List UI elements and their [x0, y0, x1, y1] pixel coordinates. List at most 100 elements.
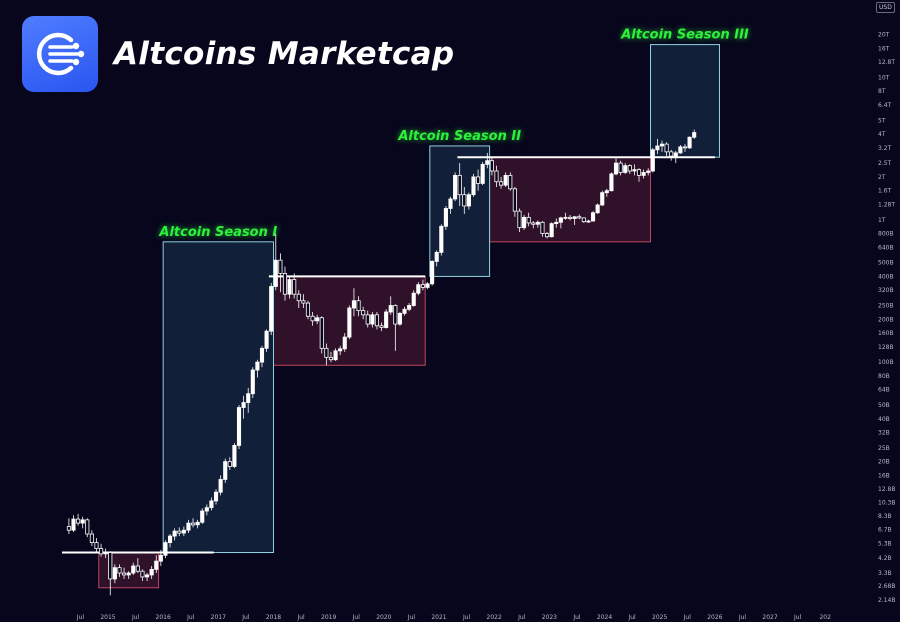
y-tick-label: 2.5T — [878, 160, 892, 167]
candle — [549, 222, 554, 238]
candle — [462, 186, 467, 214]
candle — [659, 140, 665, 152]
x-tick-label: Jul — [627, 614, 636, 621]
x-tick-label: Jul — [76, 614, 85, 621]
y-tick-label: 32B — [878, 430, 890, 437]
candle — [531, 221, 536, 229]
candle — [558, 216, 563, 229]
candle — [282, 266, 288, 301]
x-tick-label: Jul — [738, 614, 747, 621]
candle — [379, 322, 384, 332]
x-tick-label: Jul — [462, 614, 471, 621]
y-tick-label: 3.3B — [878, 570, 892, 577]
y-tick-label: 400B — [878, 273, 894, 280]
y-tick-label: 200B — [878, 316, 894, 323]
candle — [365, 310, 370, 328]
x-tick-label: 2023 — [542, 614, 557, 621]
candle — [641, 169, 646, 179]
y-tick-label: 1T — [878, 217, 886, 224]
y-tick-label: 25B — [878, 445, 890, 452]
y-tick-label: 1.6T — [878, 188, 892, 195]
candle — [664, 142, 669, 157]
y-tick-label: 6.4T — [878, 102, 892, 109]
x-tick-label: 2020 — [376, 614, 391, 621]
y-tick-label: 3.2T — [878, 145, 892, 152]
candle — [278, 253, 283, 293]
y-tick-label: 2.14B — [878, 597, 895, 604]
y-tick-label: 1.28T — [878, 202, 895, 209]
candle — [80, 516, 85, 529]
candle — [209, 497, 214, 511]
candle — [388, 296, 393, 315]
candle — [255, 359, 260, 378]
candle — [356, 296, 361, 317]
candle — [181, 526, 186, 537]
candle — [673, 150, 678, 164]
candle — [613, 158, 619, 176]
candle — [627, 164, 632, 174]
y-tick-label: 40B — [878, 416, 890, 423]
y-tick-label: 100B — [878, 359, 894, 366]
y-tick-label: 320B — [878, 287, 894, 294]
season-zone-1 — [162, 241, 274, 554]
y-tick-label: 64B — [878, 387, 890, 394]
candle — [301, 294, 306, 309]
candle — [402, 306, 407, 316]
season-label-3: Altcoin Season III — [620, 28, 749, 43]
x-tick-label: 2015 — [100, 614, 115, 621]
candle — [425, 282, 430, 290]
y-tick-label: 5.3B — [878, 541, 892, 548]
candle — [678, 145, 683, 154]
candle — [590, 211, 596, 222]
x-tick-label: Jul — [131, 614, 140, 621]
candle — [682, 144, 688, 152]
x-tick-label: Jul — [683, 614, 692, 621]
candle — [586, 219, 591, 223]
candle — [287, 276, 292, 299]
candle — [89, 530, 94, 547]
candle — [154, 555, 159, 574]
candle — [517, 208, 522, 233]
candle — [232, 443, 237, 469]
candle — [269, 282, 274, 336]
candle — [595, 203, 600, 214]
y-tick-label: 8.3B — [878, 513, 892, 520]
y-tick-label: 16B — [878, 472, 890, 479]
candle — [618, 160, 623, 176]
candle — [692, 129, 697, 139]
x-tick-label: Jul — [352, 614, 361, 621]
x-tick-label: 2019 — [321, 614, 336, 621]
candle — [264, 329, 269, 352]
candle — [526, 212, 531, 227]
candle — [632, 164, 637, 176]
y-tick-label: 128B — [878, 344, 894, 351]
candle — [103, 548, 108, 559]
candle — [489, 157, 494, 176]
y-tick-label: 2.68B — [878, 583, 895, 590]
candle — [669, 149, 674, 161]
candle — [503, 172, 508, 187]
x-tick-label: 2021 — [431, 614, 446, 621]
x-tick-label: 2027 — [762, 614, 777, 621]
candle — [650, 147, 655, 173]
candle — [351, 288, 357, 317]
candle — [374, 311, 379, 330]
candle — [328, 351, 334, 363]
y-tick-label: 4.2B — [878, 555, 892, 562]
candle — [646, 168, 651, 176]
candle — [241, 395, 246, 419]
candle — [163, 540, 168, 559]
candle — [172, 528, 177, 541]
y-tick-label: 12.8T — [878, 59, 895, 66]
currency-badge[interactable]: USD — [876, 2, 895, 13]
candle — [577, 214, 582, 220]
candle — [499, 176, 504, 189]
y-tick-label: 10T — [878, 74, 890, 81]
candle — [480, 161, 485, 186]
x-tick-label: 2026 — [707, 614, 722, 621]
x-tick-label: Jul — [296, 614, 305, 621]
candle — [563, 212, 568, 220]
x-tick-label: 2024 — [597, 614, 612, 621]
